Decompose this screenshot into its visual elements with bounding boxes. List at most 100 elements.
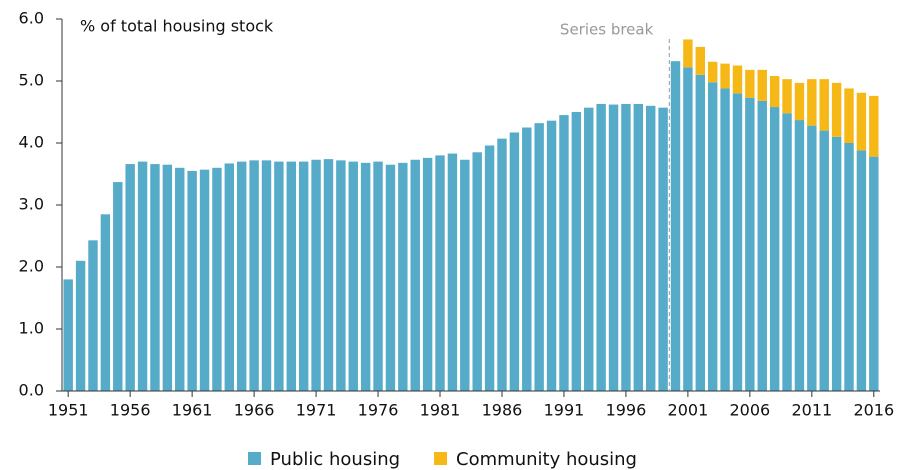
bar bbox=[695, 74, 705, 392]
x-tick-label: 2016 bbox=[853, 401, 894, 420]
bar bbox=[249, 160, 259, 391]
bar bbox=[187, 170, 197, 391]
bar bbox=[162, 164, 173, 391]
bar bbox=[113, 182, 123, 391]
y-tick-label: 6.0 bbox=[19, 9, 44, 28]
bar bbox=[584, 107, 594, 391]
y-tick-label: 4.0 bbox=[19, 133, 44, 152]
bar bbox=[856, 92, 867, 151]
bar bbox=[621, 103, 631, 391]
bar bbox=[732, 65, 743, 94]
x-tick-label: 1981 bbox=[420, 401, 461, 420]
bar bbox=[571, 112, 582, 391]
y-tick-label: 3.0 bbox=[19, 195, 44, 214]
bar bbox=[175, 167, 185, 391]
bar bbox=[707, 82, 718, 392]
bar bbox=[422, 157, 433, 391]
legend-swatch bbox=[434, 452, 448, 465]
bar bbox=[63, 279, 73, 391]
bar bbox=[286, 161, 296, 391]
bar bbox=[323, 159, 334, 391]
bar bbox=[782, 113, 792, 392]
bar bbox=[683, 67, 693, 392]
x-tick-label: 1996 bbox=[606, 401, 647, 420]
bar bbox=[869, 156, 879, 391]
bar bbox=[782, 79, 792, 114]
bar bbox=[807, 79, 817, 126]
bar bbox=[497, 138, 507, 391]
bar bbox=[311, 159, 321, 391]
y-tick-label: 1.0 bbox=[19, 319, 44, 338]
x-tick-label: 1986 bbox=[482, 401, 523, 420]
legend-swatch bbox=[248, 452, 261, 465]
x-tick-label: 1961 bbox=[172, 401, 213, 420]
bar bbox=[683, 39, 693, 68]
bar bbox=[819, 79, 829, 131]
bar bbox=[695, 46, 705, 75]
bar bbox=[856, 150, 867, 391]
bar bbox=[88, 240, 98, 391]
bar bbox=[646, 105, 656, 392]
x-tick-label: 1991 bbox=[544, 401, 585, 420]
bar bbox=[224, 163, 235, 391]
y-tick-label: 5.0 bbox=[19, 71, 44, 90]
bar bbox=[831, 136, 842, 391]
bar bbox=[844, 88, 854, 143]
bar bbox=[794, 82, 805, 121]
bar bbox=[274, 161, 284, 391]
bar bbox=[707, 61, 718, 83]
bar bbox=[435, 155, 445, 391]
bar bbox=[757, 69, 767, 101]
bar bbox=[348, 161, 358, 391]
bar bbox=[509, 132, 520, 391]
x-tick-label: 2011 bbox=[791, 401, 832, 420]
bar bbox=[745, 97, 755, 392]
bar bbox=[559, 115, 569, 391]
bar bbox=[608, 104, 619, 391]
bar bbox=[757, 100, 767, 391]
x-tick-label: 1976 bbox=[358, 401, 399, 420]
bar bbox=[447, 153, 458, 391]
bar bbox=[385, 164, 396, 391]
legend-label: Public housing bbox=[270, 449, 400, 470]
x-tick-label: 2001 bbox=[668, 401, 709, 420]
legend-label: Community housing bbox=[456, 449, 637, 470]
bar bbox=[769, 76, 780, 108]
bar bbox=[807, 125, 817, 391]
bar bbox=[410, 159, 420, 391]
bar bbox=[769, 107, 780, 391]
y-tick-label: 0.0 bbox=[19, 381, 44, 400]
bar bbox=[484, 145, 495, 391]
bar bbox=[831, 82, 842, 137]
bar bbox=[522, 127, 532, 391]
bar bbox=[720, 88, 730, 391]
bar bbox=[869, 95, 879, 157]
bar bbox=[398, 162, 408, 391]
bar bbox=[844, 143, 854, 391]
y-tick-label: 2.0 bbox=[19, 257, 44, 276]
x-tick-label: 1971 bbox=[296, 401, 337, 420]
bar bbox=[261, 160, 272, 391]
bar bbox=[546, 120, 557, 392]
bar bbox=[472, 152, 482, 391]
bar bbox=[745, 69, 755, 98]
bar bbox=[199, 169, 210, 391]
y-axis-label: % of total housing stock bbox=[80, 17, 274, 36]
bar bbox=[75, 260, 86, 391]
bar bbox=[150, 164, 160, 391]
bar bbox=[658, 107, 668, 391]
bar bbox=[137, 161, 148, 391]
bar bbox=[534, 123, 544, 391]
bar bbox=[212, 167, 222, 391]
x-tick-label: 1951 bbox=[48, 401, 89, 420]
bar bbox=[819, 130, 829, 391]
bar bbox=[298, 161, 309, 391]
annotation: Series break bbox=[560, 21, 654, 39]
bar bbox=[720, 63, 730, 89]
x-tick-label: 1966 bbox=[234, 401, 275, 420]
x-tick-label: 2006 bbox=[730, 401, 771, 420]
bar bbox=[360, 162, 371, 391]
bar bbox=[125, 164, 135, 391]
bar bbox=[670, 61, 681, 391]
